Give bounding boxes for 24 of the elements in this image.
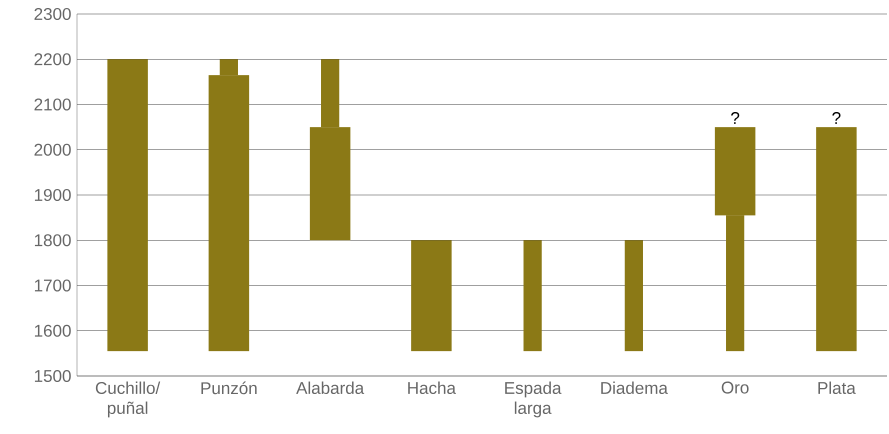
bar (816, 127, 857, 352)
x-tick-label: Oro (722, 382, 749, 394)
x-tick-label: Alabarda (296, 382, 364, 394)
x-tick-label: Hacha (408, 382, 456, 394)
x-tick-label: Espada larga (505, 382, 562, 418)
x-tick-label: Punzón (201, 382, 257, 394)
x-tick-label: Diadema (601, 382, 668, 394)
y-tick-label: 1700 (34, 279, 71, 292)
x-tick-label: Plata (818, 382, 856, 394)
y-tick-label: 2100 (34, 98, 71, 111)
y-tick-label: 1900 (34, 188, 71, 202)
annotation: ? (832, 112, 840, 124)
y-tick-label: 2200 (34, 53, 71, 66)
y-tick-label: 2300 (34, 8, 71, 20)
x-tick-label: Cuchillo/ puñal (96, 382, 160, 418)
bar (524, 240, 542, 352)
y-tick-label: 1500 (34, 370, 71, 382)
bar (624, 240, 643, 352)
y-tick-label: 1600 (34, 324, 71, 337)
annotation: ? (731, 112, 740, 124)
bar (107, 59, 148, 352)
y-tick-label: 2000 (34, 144, 71, 156)
bar (411, 240, 452, 352)
y-tick-label: 1800 (34, 234, 71, 246)
